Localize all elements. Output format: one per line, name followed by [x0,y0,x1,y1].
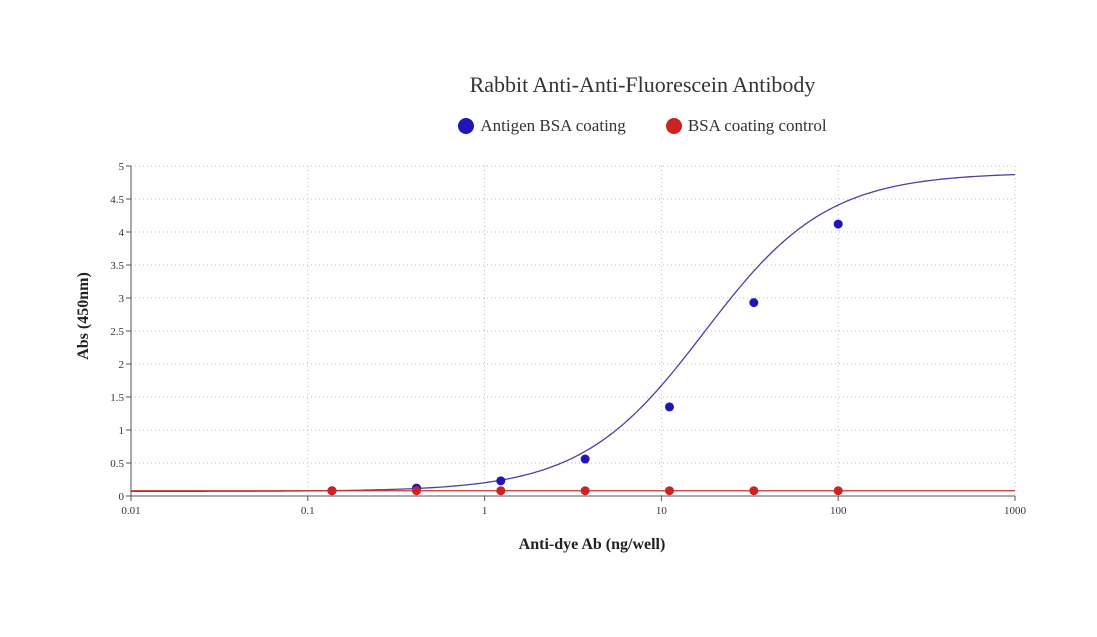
grid [131,165,1016,496]
legend-item-control[interactable]: BSA coating control [665,116,827,136]
y-tick-label: 1 [119,425,125,437]
data-point-antigen [580,454,590,464]
data-point-control [580,486,590,496]
x-tick-label: 0.01 [121,505,140,517]
y-tick-label: 3.5 [110,260,124,272]
data-point-antigen [496,476,506,486]
data-point-control [833,486,843,496]
y-tick-label: 2 [119,359,125,371]
legend-item-antigen[interactable]: Antigen BSA coating [458,116,626,136]
axes: 0 0.5 1 1.5 2 2.5 3 3.5 4 4.5 5 0.01 0.1 1 10 100 1000 [110,161,1026,517]
x-tick-label: 1000 [1004,505,1027,517]
fit-curve-antigen [131,173,1016,492]
y-tick-label: 0 [119,491,125,503]
legend-marker-control [665,118,682,134]
y-tick-label: 4.5 [110,194,124,206]
legend-marker-antigen [458,118,475,134]
y-axis-label: Abs (450nm) [75,272,92,360]
y-tick-label: 1.5 [110,392,124,404]
x-tick-label: 10 [656,505,668,517]
data-point-control [412,486,422,496]
y-tick-label: 2.5 [110,326,124,338]
y-tick-label: 5 [119,161,125,173]
legend-label-control: BSA coating control [687,116,827,135]
x-tick-label: 100 [830,505,847,517]
y-tick-label: 3 [119,293,125,305]
data-point-control [749,486,759,496]
y-tick-label: 4 [119,227,125,239]
data-point-control [664,486,674,496]
legend: Antigen BSA coating BSA coating control [0,116,1097,136]
data-point-control [327,486,337,496]
x-tick-label: 1 [482,505,488,517]
data-point-antigen [833,219,843,229]
data-point-control [496,486,506,496]
data-point-antigen [664,402,674,412]
x-tick-label: 0.1 [301,505,315,517]
legend-label-antigen: Antigen BSA coating [480,116,626,135]
chart-title: Rabbit Anti-Anti-Fluorescein Antibody [469,72,816,97]
x-axis-label: Anti-dye Ab (ng/well) [519,536,666,553]
data-point-antigen [749,298,759,308]
series-layer [131,173,1016,496]
y-tick-label: 0.5 [110,458,124,470]
